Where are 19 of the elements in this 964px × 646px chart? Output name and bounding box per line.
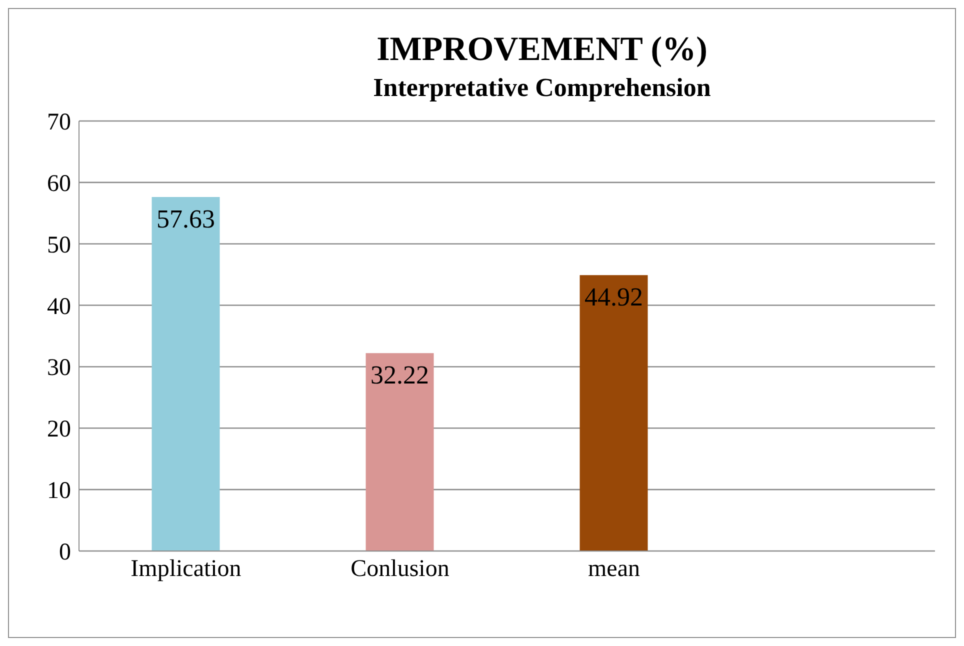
y-tick-label: 30: [47, 355, 71, 382]
y-tick-label: 0: [59, 540, 71, 566]
data-label: 57.63: [156, 204, 216, 234]
bar: [152, 196, 220, 551]
y-tick-label: 40: [47, 294, 71, 320]
data-label: 32.22: [370, 360, 430, 390]
bar: [580, 275, 648, 551]
x-tick-label: Implication: [130, 556, 242, 582]
x-tick-label: Conlusion: [350, 556, 450, 582]
x-tick-label: mean: [588, 556, 640, 582]
y-tick-label: 20: [47, 416, 71, 443]
bar: [366, 353, 434, 551]
y-tick-label: 60: [47, 170, 71, 197]
y-tick-label: 10: [47, 478, 71, 504]
chart-title: IMPROVEMENT (%): [376, 31, 708, 69]
y-tick-label: 50: [47, 232, 71, 258]
y-tick-label: 70: [47, 110, 71, 136]
chart-subtitle: Interpretative Comprehension: [372, 73, 712, 103]
data-label: 44.92: [584, 282, 644, 312]
